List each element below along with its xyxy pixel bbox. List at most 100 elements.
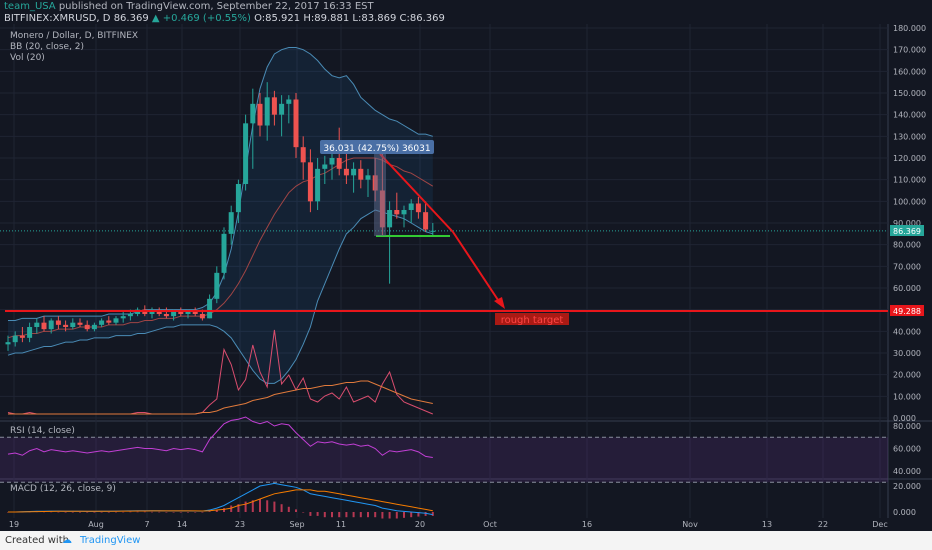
candle-body bbox=[91, 324, 97, 330]
candle-body bbox=[300, 147, 306, 163]
legend-vol: Vol (20) bbox=[10, 53, 45, 63]
time-tick-label: 7 bbox=[144, 520, 149, 529]
downtrend-line bbox=[379, 153, 454, 233]
ohlc-close: C:86.369 bbox=[399, 13, 445, 24]
measure-label-bg bbox=[320, 140, 434, 154]
footer-created: Created with bbox=[5, 535, 69, 546]
candle-body bbox=[34, 322, 40, 327]
macd-histogram-bar bbox=[201, 512, 204, 513]
macd-histogram-bar bbox=[244, 501, 247, 512]
candle-body bbox=[235, 184, 241, 213]
price-tick-label: 90.000 bbox=[893, 219, 921, 228]
symbol: BITFINEX:XMRUSD, D bbox=[4, 13, 111, 24]
candle-body bbox=[27, 327, 33, 338]
macd-histogram-bar bbox=[165, 512, 168, 513]
time-tick-label: 23 bbox=[235, 520, 245, 529]
candle-body bbox=[149, 311, 155, 314]
price-tick-label: 140.000 bbox=[893, 111, 926, 120]
candle-body bbox=[70, 322, 76, 327]
candle-body bbox=[192, 311, 198, 314]
legend-instrument: Monero / Dollar, D, BITFINEX bbox=[10, 31, 139, 41]
candle-body bbox=[250, 103, 256, 124]
candle-body bbox=[127, 314, 133, 317]
macd-histogram-bar bbox=[431, 512, 434, 516]
macd-histogram-bar bbox=[331, 512, 333, 518]
candle-body bbox=[5, 342, 11, 345]
rsi-label: RSI (14, close) bbox=[10, 426, 75, 436]
macd-histogram-bar bbox=[237, 504, 240, 512]
macd-histogram-bar bbox=[410, 512, 413, 518]
candle-body bbox=[358, 168, 364, 180]
macd-histogram-bar bbox=[266, 500, 269, 512]
price-tick-label: 60.000 bbox=[893, 284, 921, 293]
candle-body bbox=[171, 311, 177, 317]
candle-body bbox=[163, 314, 169, 317]
macd-histogram-bar bbox=[172, 512, 175, 513]
macd-histogram-bar bbox=[215, 510, 218, 512]
candle-body bbox=[221, 233, 227, 273]
symbol-info: BITFINEX:XMRUSD, D 86.369 ▲ +0.469 (+0.5… bbox=[4, 13, 445, 25]
candle-body bbox=[343, 168, 349, 176]
price-chart[interactable]: 180.000170.000160.000150.000140.000130.0… bbox=[0, 0, 932, 530]
price-tick-label: 80.000 bbox=[893, 241, 921, 250]
macd-histogram-bar bbox=[316, 512, 319, 516]
macd-histogram-bar bbox=[100, 512, 103, 513]
candle-body bbox=[322, 164, 328, 169]
macd-histogram-bar bbox=[352, 512, 355, 518]
price-tick-label: 120.000 bbox=[893, 154, 926, 163]
macd-histogram-bar bbox=[251, 500, 254, 512]
macd-histogram-bar bbox=[64, 512, 67, 513]
candle-body bbox=[207, 298, 213, 319]
price-tick-label: 10.000 bbox=[893, 392, 921, 401]
price-tick-label: 70.000 bbox=[893, 262, 921, 271]
published-text: published on TradingView.com, September … bbox=[58, 1, 374, 12]
macd-histogram-bar bbox=[71, 512, 74, 513]
candle-body bbox=[394, 210, 400, 215]
price-tick-label: 180.000 bbox=[893, 24, 926, 33]
macd-histogram-bar bbox=[280, 504, 283, 512]
price-tick-label: 150.000 bbox=[893, 89, 926, 98]
macd-histogram-bar bbox=[86, 512, 89, 513]
macd-histogram-bar bbox=[374, 512, 377, 518]
bollinger-basis-line bbox=[7, 157, 434, 339]
macd-histogram-bar bbox=[381, 512, 384, 519]
macd-histogram-bar bbox=[424, 512, 427, 516]
macd-histogram-bar bbox=[151, 511, 153, 513]
macd-histogram-bar bbox=[122, 511, 125, 513]
macd-histogram-bar bbox=[345, 512, 348, 518]
measure-box bbox=[374, 154, 386, 236]
candle-body bbox=[99, 320, 105, 325]
price-tick-label: 110.000 bbox=[893, 176, 926, 185]
candle-body bbox=[387, 210, 393, 228]
macd-histogram-bar bbox=[295, 509, 297, 512]
macd-histogram-bar bbox=[129, 511, 132, 513]
candle-body bbox=[12, 335, 18, 343]
price-tick-label: 30.000 bbox=[893, 349, 921, 358]
price-badge bbox=[890, 225, 924, 236]
footer-brand[interactable]: TradingView bbox=[80, 535, 141, 546]
price-tick-label: 40.000 bbox=[893, 327, 921, 336]
candle-body bbox=[243, 123, 249, 184]
time-tick-label: Oct bbox=[483, 520, 497, 529]
candle-body bbox=[315, 168, 321, 202]
candle-body bbox=[415, 203, 421, 213]
candle-body bbox=[185, 311, 191, 314]
price-tick-label: 130.000 bbox=[893, 132, 926, 141]
macd-histogram-bar bbox=[43, 511, 45, 513]
macd-histogram-bar bbox=[194, 512, 197, 513]
candle-body bbox=[286, 99, 292, 104]
candle-body bbox=[271, 97, 277, 115]
price-tick-label: 0.000 bbox=[893, 414, 916, 423]
legend-bb: BB (20, close, 2) bbox=[10, 42, 85, 52]
candle-body bbox=[199, 314, 205, 319]
candle-body bbox=[408, 203, 414, 210]
macd-histogram-bar bbox=[417, 512, 420, 517]
ohlc-low: L:83.869 bbox=[352, 13, 397, 24]
candle-body bbox=[307, 162, 313, 202]
candle-body bbox=[178, 311, 184, 314]
candle-body bbox=[401, 210, 407, 215]
bollinger-lower-line bbox=[7, 209, 433, 384]
rsi-tick-label: 80.000 bbox=[893, 422, 921, 431]
target-arrowhead bbox=[494, 297, 505, 309]
author-link[interactable]: team_USA bbox=[4, 1, 56, 12]
